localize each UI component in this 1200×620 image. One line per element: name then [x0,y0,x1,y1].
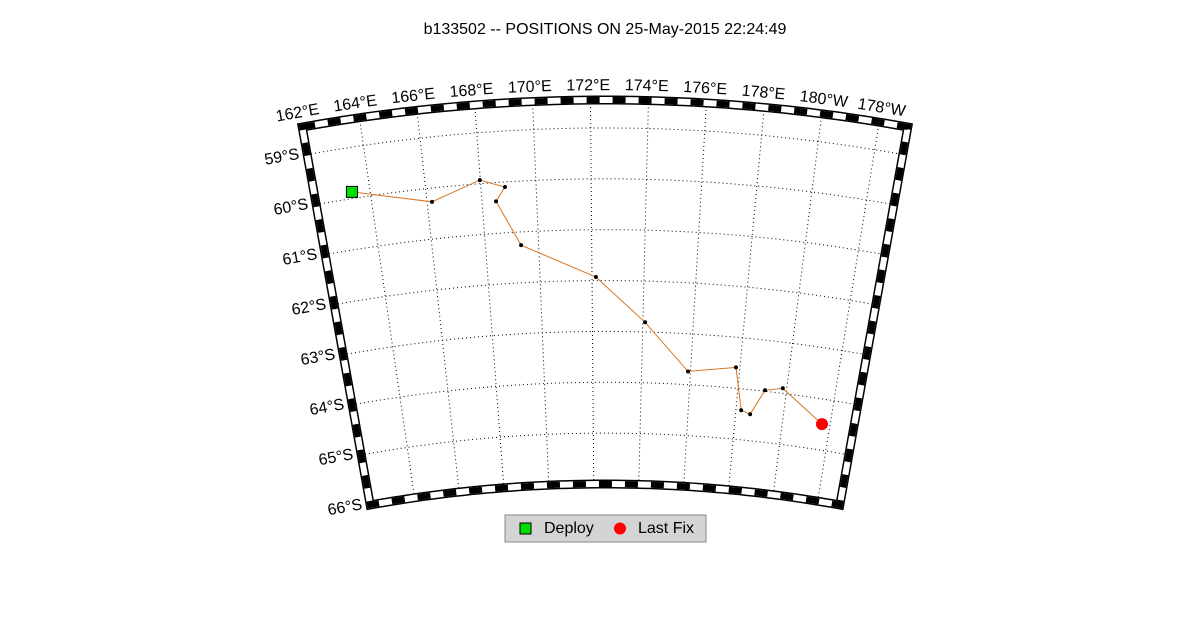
map-title: b133502 -- POSITIONS ON 25-May-2015 22:2… [424,21,787,38]
grid-line [416,110,460,493]
grid-line [683,102,707,487]
lon-tick-label: 166°E [391,86,436,108]
track-point [748,412,753,417]
lon-tick-label: 176°E [683,79,728,99]
grid-line [727,107,765,490]
track-point [593,275,598,280]
lat-tick-label: 60°S [272,196,309,219]
grid-line [532,101,550,486]
legend-label: Last Fix [638,520,694,537]
lat-tick-label: 59°S [263,146,300,169]
lon-tick-label: 180°W [799,88,850,111]
deploy-marker [345,185,358,198]
legend-symbol [519,522,532,535]
lon-tick-label: 170°E [508,78,552,97]
track-point [739,408,744,413]
grid-line [638,100,649,485]
grid-line [352,381,858,406]
lat-tick-label: 64°S [308,396,345,419]
lon-tick-label: 172°E [566,77,610,94]
legend-label: Deploy [544,520,594,537]
grid-line [772,113,823,495]
lon-tick-label: 164°E [332,92,378,115]
track-line [351,179,823,425]
lon-tick-label: 178°E [741,83,786,104]
grid-line [817,122,880,502]
grid-line [307,127,903,156]
track-point [502,184,507,189]
track-point [477,178,482,183]
lon-tick-label: 174°E [625,77,669,95]
track-point [763,388,768,393]
lat-tick-label: 66°S [326,496,363,519]
map-frame [298,97,912,509]
lat-tick-label: 65°S [317,446,354,469]
legend-symbol [614,522,626,535]
lat-tick-label: 63°S [299,346,336,369]
grid-line [590,100,595,485]
track-point [494,199,499,204]
track-point [519,243,524,248]
last-fix-marker [815,418,828,431]
lat-tick-label: 62°S [290,296,327,319]
lat-tick-label: 61°S [281,246,318,269]
lon-tick-label: 168°E [449,81,494,101]
track-point [733,365,738,370]
map-frame [296,95,914,511]
grid-line [325,229,885,256]
grid-line [343,330,867,356]
legend-box [504,514,707,543]
track-point [430,199,435,204]
grid-line [334,280,876,306]
grid-line [361,432,849,456]
grid-line [316,178,894,206]
track-point [643,320,648,325]
track-point [686,369,691,374]
grid-line [474,104,505,488]
track-point [780,386,785,391]
map-frame [298,97,912,509]
grid-line [358,117,416,498]
